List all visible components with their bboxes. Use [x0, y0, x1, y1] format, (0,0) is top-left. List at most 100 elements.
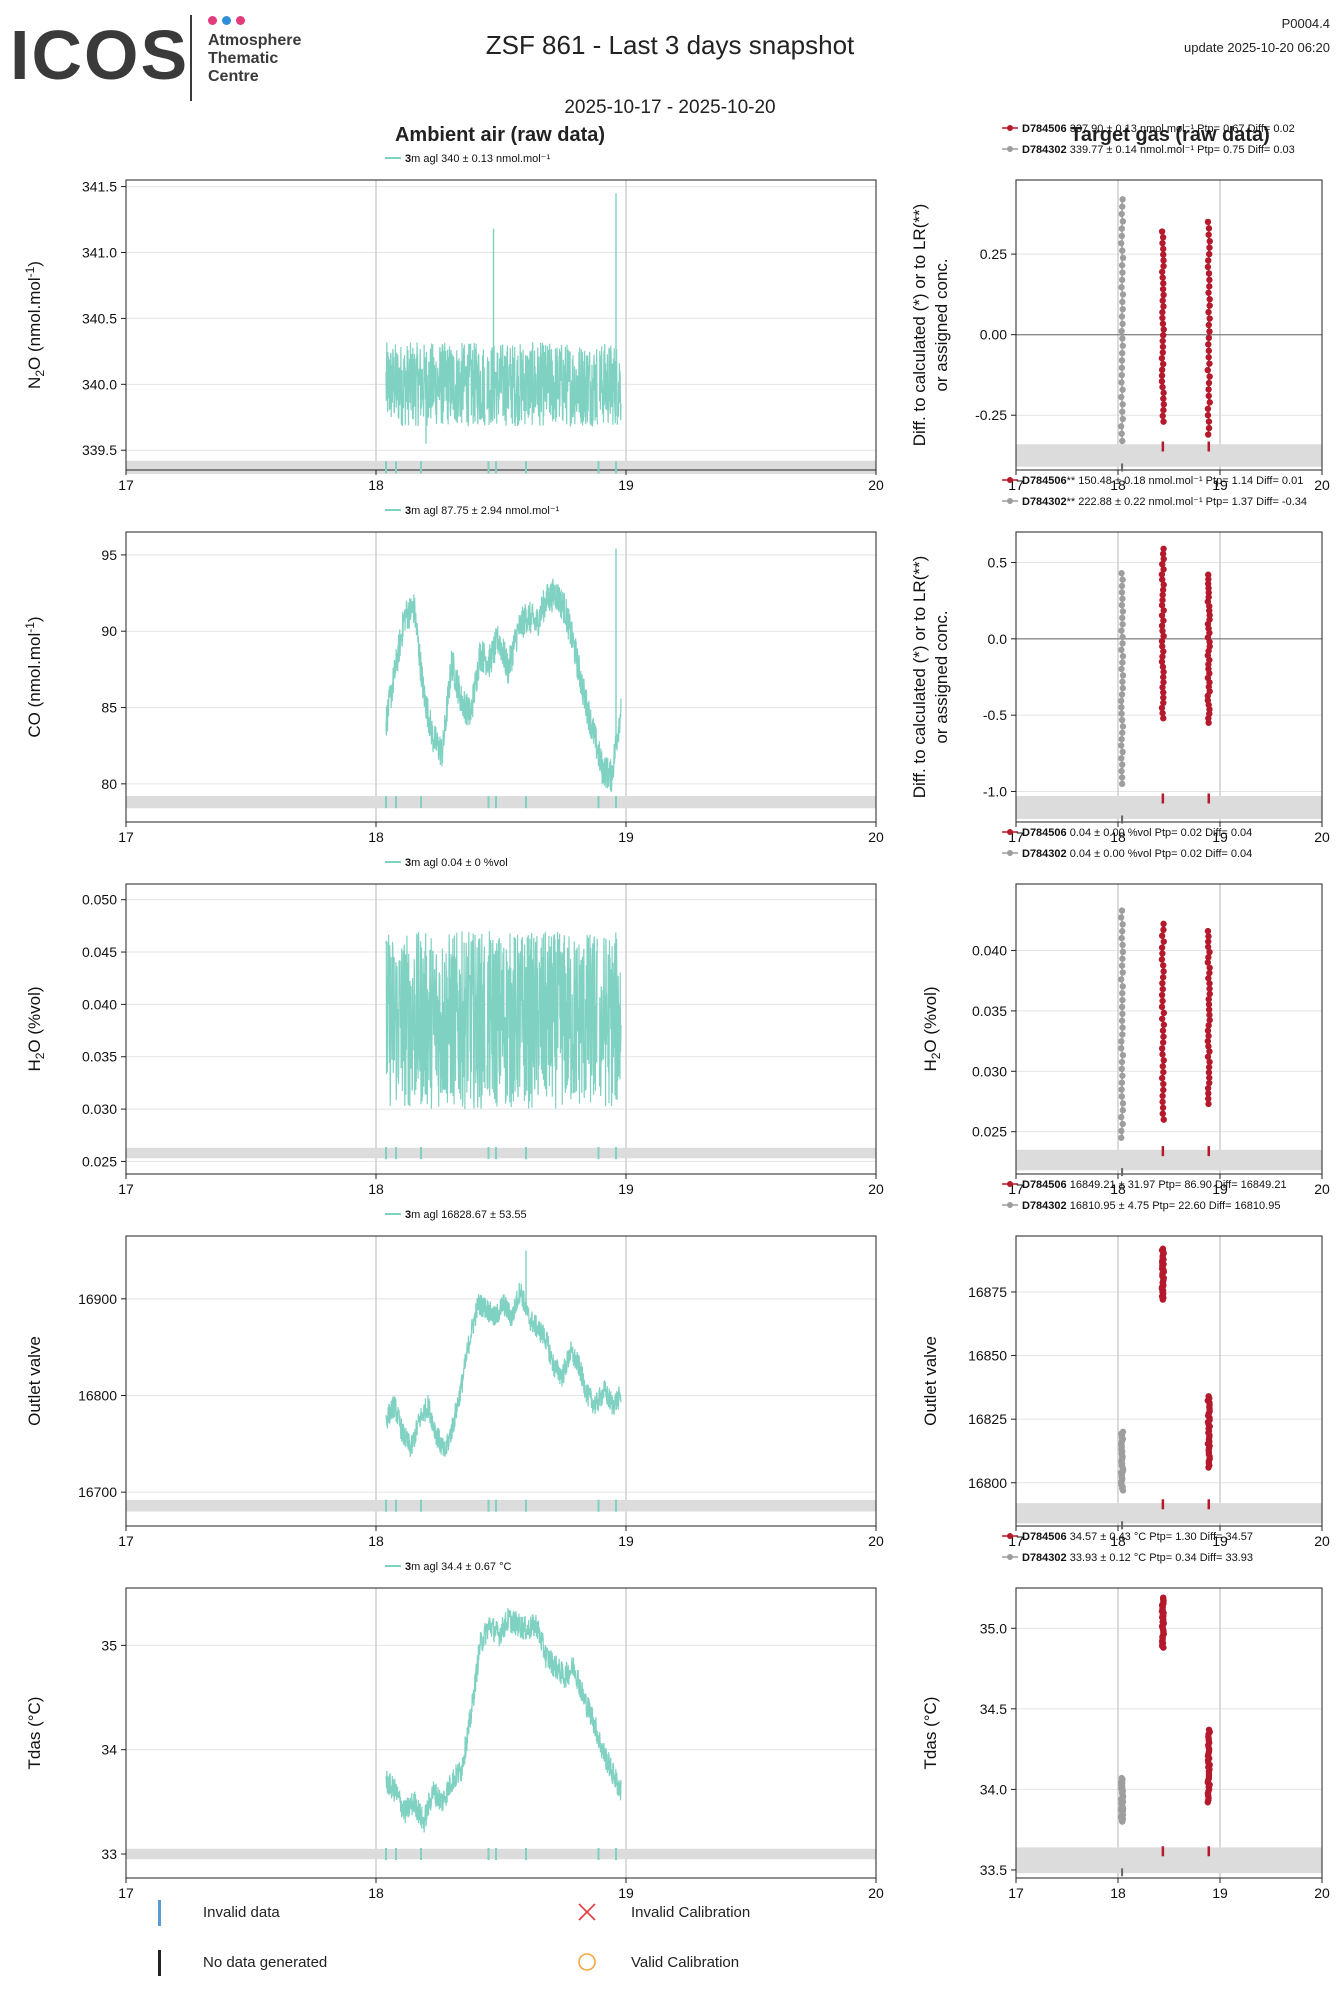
target-point — [1119, 684, 1127, 692]
target-point — [1119, 320, 1126, 328]
target-point — [1118, 364, 1126, 371]
target-point — [1206, 1079, 1213, 1087]
target-point — [1204, 431, 1212, 438]
target-point — [1119, 1100, 1127, 1107]
target-legend-row: D784302 16810.95 ± 4.75 Ptp= 22.60 Diff=… — [1002, 1200, 1280, 1212]
target-point — [1118, 928, 1126, 935]
target-point — [1205, 1043, 1212, 1050]
valid-calibration-legend-icon — [577, 1952, 597, 1972]
target-point — [1159, 1092, 1166, 1100]
target-point — [1205, 954, 1212, 961]
target-point — [1160, 926, 1167, 934]
target-point — [1159, 1027, 1167, 1034]
invalid-calibration-legend-icon — [577, 1902, 597, 1922]
y-axis-label-line: Diff. to calculated (*) or to LR(**) — [910, 204, 929, 447]
target-point — [1205, 1032, 1212, 1040]
legend-swatch-dot — [1007, 498, 1013, 504]
target-point — [1160, 617, 1167, 624]
panel-border — [125, 1235, 877, 1527]
target-point — [1206, 373, 1213, 380]
target-point — [1158, 355, 1166, 362]
y-tick-label: 341.0 — [82, 245, 117, 261]
target-point — [1204, 1053, 1212, 1060]
y-tick-label: 33 — [101, 1846, 117, 1862]
target-point — [1118, 1086, 1125, 1093]
y-tick-label: 340.5 — [82, 310, 117, 326]
target-point — [1118, 379, 1125, 386]
target-y-axis-label: Diff. to calculated (*) or to LR(**) or a… — [910, 556, 951, 799]
ambient-series-line — [385, 578, 622, 792]
ambient-legend: 3m agl 34.4 ± 0.67 °C — [385, 1561, 512, 1573]
target-point — [1160, 648, 1167, 655]
target-point — [1158, 366, 1166, 374]
target-point — [1118, 774, 1126, 781]
target-point — [1159, 1110, 1166, 1117]
target-point — [1205, 392, 1212, 400]
target-point — [1118, 665, 1125, 673]
target-point — [1159, 997, 1166, 1005]
target-point — [1160, 920, 1167, 928]
y-tick-label: 34 — [101, 1742, 117, 1758]
status-band — [1016, 1847, 1322, 1874]
target-point — [1204, 218, 1212, 226]
target-point — [1119, 408, 1126, 415]
target-point — [1118, 276, 1126, 284]
legend-swatch-dot — [1007, 1181, 1013, 1187]
target-point — [1160, 566, 1167, 573]
y-tick-label: 340.0 — [82, 376, 117, 392]
x-tick-label: 20 — [1314, 477, 1330, 493]
target-point — [1160, 938, 1167, 945]
y-tick-label: 0.25 — [980, 246, 1007, 262]
status-band — [126, 1147, 876, 1159]
y-tick-label: 0.040 — [82, 996, 117, 1012]
target-point — [1206, 328, 1213, 335]
target-point — [1119, 608, 1127, 615]
x-tick-label: 18 — [368, 1181, 384, 1197]
target-legend-text: D784302 339.77 ± 0.14 nmol.mol⁻¹ Ptp= 0.… — [1022, 144, 1295, 156]
icos-logo-text: ICOS — [10, 16, 190, 94]
target-point — [1159, 643, 1166, 650]
legend-swatch-dot — [1007, 850, 1013, 856]
target-point — [1158, 1074, 1166, 1082]
target-point — [1158, 991, 1166, 999]
x-tick-label: 19 — [618, 1885, 634, 1901]
target-point — [1159, 591, 1166, 599]
target-point — [1159, 1104, 1167, 1111]
target-point — [1160, 303, 1167, 310]
target-point — [1159, 239, 1166, 247]
target-point — [1119, 621, 1126, 628]
y-axis-label-line: Tdas (°C) — [921, 1697, 940, 1770]
x-tick-label: 18 — [1110, 477, 1126, 493]
y-tick-label: 90 — [101, 623, 117, 639]
status-band — [126, 796, 876, 809]
y-tick-label: 341.5 — [82, 179, 117, 195]
target-point — [1118, 327, 1125, 335]
target-point — [1205, 1726, 1213, 1733]
target-point — [1159, 653, 1166, 660]
x-tick-label: 17 — [118, 1181, 134, 1197]
target-point — [1119, 678, 1126, 685]
panel-border — [1015, 1587, 1323, 1879]
target-legend-text: D784302 16810.95 ± 4.75 Ptp= 22.60 Diff=… — [1022, 1200, 1280, 1212]
target-point — [1160, 406, 1167, 414]
target-point — [1160, 1594, 1167, 1601]
target-point — [1119, 1051, 1127, 1059]
target-point — [1206, 964, 1213, 971]
x-tick-label: 18 — [1110, 1181, 1126, 1197]
ambient-legend-text: 3m agl 0.04 ± 0 %vol — [405, 857, 508, 869]
panel-border — [1015, 531, 1323, 823]
ambient-legend: 3m agl 340 ± 0.13 nmol.mol⁻¹ — [385, 153, 550, 165]
x-tick-label: 18 — [1110, 1885, 1126, 1901]
target-legend-text: D784506 34.57 ± 0.43 °C Ptp= 1.30 Diff= … — [1022, 1531, 1253, 1543]
target-point — [1158, 378, 1166, 385]
target-point — [1117, 423, 1125, 430]
target-point — [1160, 694, 1167, 701]
target-point — [1206, 643, 1213, 650]
ambient-panel: 80 85 90 95 17 18 19 20 3m agl 87.75 ± 2.94 nmol… — [101, 505, 884, 845]
target-point — [1159, 1051, 1166, 1058]
y-tick-label: 0.040 — [972, 942, 1007, 958]
target-point — [1205, 933, 1212, 940]
target-point — [1118, 710, 1125, 717]
target-point — [1159, 576, 1166, 583]
ambient-series-line — [385, 1282, 622, 1457]
